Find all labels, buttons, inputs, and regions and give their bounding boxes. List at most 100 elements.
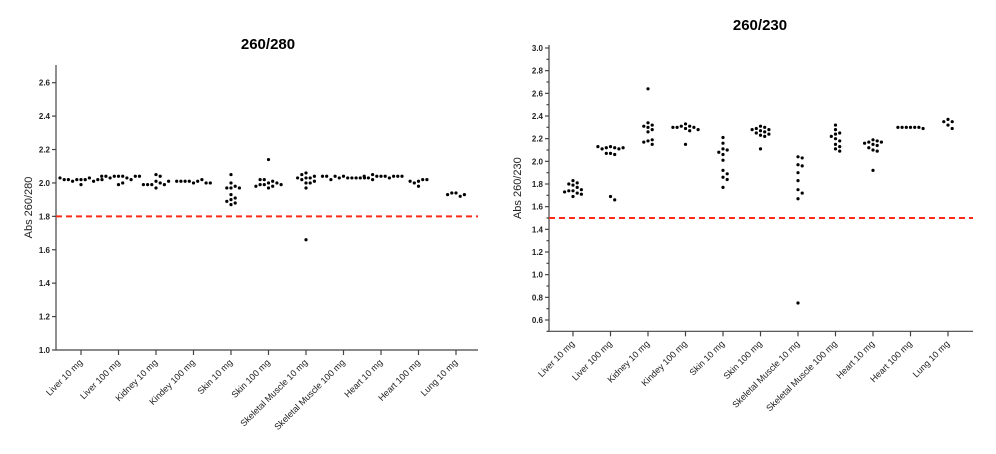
data-point bbox=[796, 179, 800, 183]
data-point bbox=[400, 174, 404, 178]
data-point bbox=[279, 183, 283, 187]
data-point bbox=[358, 176, 362, 180]
chart-panel-2: 260/230 Abs 260/230 0.6 0.8 1.0 1.2 1.4 1.6 1.8 2… bbox=[512, 17, 973, 413]
data-point bbox=[121, 174, 125, 178]
data-point bbox=[683, 122, 688, 126]
data-point bbox=[329, 177, 333, 182]
data-point bbox=[387, 176, 391, 180]
data-point bbox=[229, 172, 233, 177]
data-point bbox=[379, 174, 383, 178]
data-point bbox=[75, 177, 79, 182]
data-point bbox=[229, 181, 233, 185]
data-point bbox=[833, 142, 838, 146]
chart-title: 260/230 bbox=[733, 17, 787, 34]
data-point bbox=[725, 148, 729, 152]
data-point bbox=[354, 176, 358, 180]
data-point bbox=[304, 186, 308, 190]
data-point bbox=[129, 177, 133, 182]
data-point bbox=[579, 192, 584, 196]
data-point bbox=[725, 172, 729, 176]
data-point bbox=[575, 191, 579, 195]
data-point bbox=[158, 174, 162, 178]
chart-title: 260/280 bbox=[241, 36, 295, 53]
data-point bbox=[312, 174, 316, 178]
data-point bbox=[262, 177, 266, 182]
data-point bbox=[758, 124, 763, 128]
data-point bbox=[563, 190, 567, 194]
data-point bbox=[571, 194, 575, 199]
data-point bbox=[79, 177, 83, 182]
data-point bbox=[116, 174, 121, 178]
data-point bbox=[154, 172, 158, 177]
data-point bbox=[833, 123, 838, 127]
data-point bbox=[758, 147, 763, 151]
data-point bbox=[867, 140, 871, 144]
y-axis-label: Abs 260/280 bbox=[23, 177, 35, 239]
data-point bbox=[721, 185, 725, 189]
data-point bbox=[196, 179, 200, 183]
data-point bbox=[146, 183, 150, 187]
data-point bbox=[325, 174, 329, 178]
data-point bbox=[233, 184, 237, 188]
data-point bbox=[754, 126, 758, 131]
data-point bbox=[575, 181, 579, 185]
y-tick-label: 1.0 bbox=[39, 346, 51, 355]
data-point bbox=[904, 125, 908, 129]
data-point bbox=[229, 193, 233, 197]
data-point bbox=[258, 183, 262, 187]
data-point bbox=[875, 149, 879, 153]
data-point bbox=[446, 193, 450, 197]
data-point bbox=[229, 198, 233, 202]
data-point bbox=[571, 189, 575, 193]
data-point bbox=[875, 139, 879, 143]
data-point bbox=[200, 177, 204, 182]
data-point bbox=[950, 120, 954, 124]
y-tick-label: 2.4 bbox=[39, 112, 51, 121]
data-point bbox=[917, 125, 921, 129]
data-point bbox=[125, 176, 129, 180]
data-point bbox=[754, 131, 758, 135]
y-tick-label: 0.6 bbox=[532, 316, 544, 325]
data-point bbox=[833, 147, 838, 151]
data-point bbox=[800, 191, 804, 195]
y-tick-label: 2.2 bbox=[39, 146, 51, 155]
data-point bbox=[721, 168, 725, 172]
data-point bbox=[346, 176, 350, 180]
data-point bbox=[383, 174, 387, 178]
y-tick-label: 2.6 bbox=[532, 89, 544, 98]
data-point bbox=[908, 125, 913, 129]
data-point bbox=[271, 179, 275, 183]
data-point bbox=[416, 184, 421, 188]
data-point bbox=[650, 123, 654, 127]
data-point bbox=[229, 203, 233, 207]
data-point bbox=[137, 174, 142, 178]
data-point bbox=[650, 142, 654, 146]
x-tick-label: Skeletal Muscle 10 mg bbox=[238, 357, 309, 428]
data-point bbox=[208, 181, 212, 185]
y-tick-label: 1.0 bbox=[532, 271, 544, 280]
data-point bbox=[838, 131, 842, 135]
x-tick-label: Skeletal Muscle 100 mg bbox=[764, 339, 839, 414]
data-point bbox=[763, 125, 767, 129]
data-point bbox=[646, 130, 650, 134]
data-point bbox=[725, 177, 729, 182]
y-tick-label: 3.0 bbox=[532, 44, 544, 53]
data-point bbox=[266, 157, 271, 162]
y-tick-label: 2.6 bbox=[39, 79, 51, 88]
data-point bbox=[579, 188, 584, 192]
data-point bbox=[871, 148, 875, 152]
data-point bbox=[796, 163, 800, 167]
data-point bbox=[233, 201, 237, 205]
data-point bbox=[308, 181, 312, 185]
data-point bbox=[450, 191, 454, 195]
x-tick-label: Liver 10 mg bbox=[44, 357, 84, 397]
data-point bbox=[796, 188, 800, 192]
data-point bbox=[108, 176, 112, 180]
data-point bbox=[412, 181, 416, 185]
data-point bbox=[179, 179, 183, 183]
data-point bbox=[304, 171, 308, 175]
data-point bbox=[721, 141, 725, 145]
data-point bbox=[275, 181, 279, 185]
data-point bbox=[613, 198, 617, 202]
data-point bbox=[796, 301, 800, 305]
